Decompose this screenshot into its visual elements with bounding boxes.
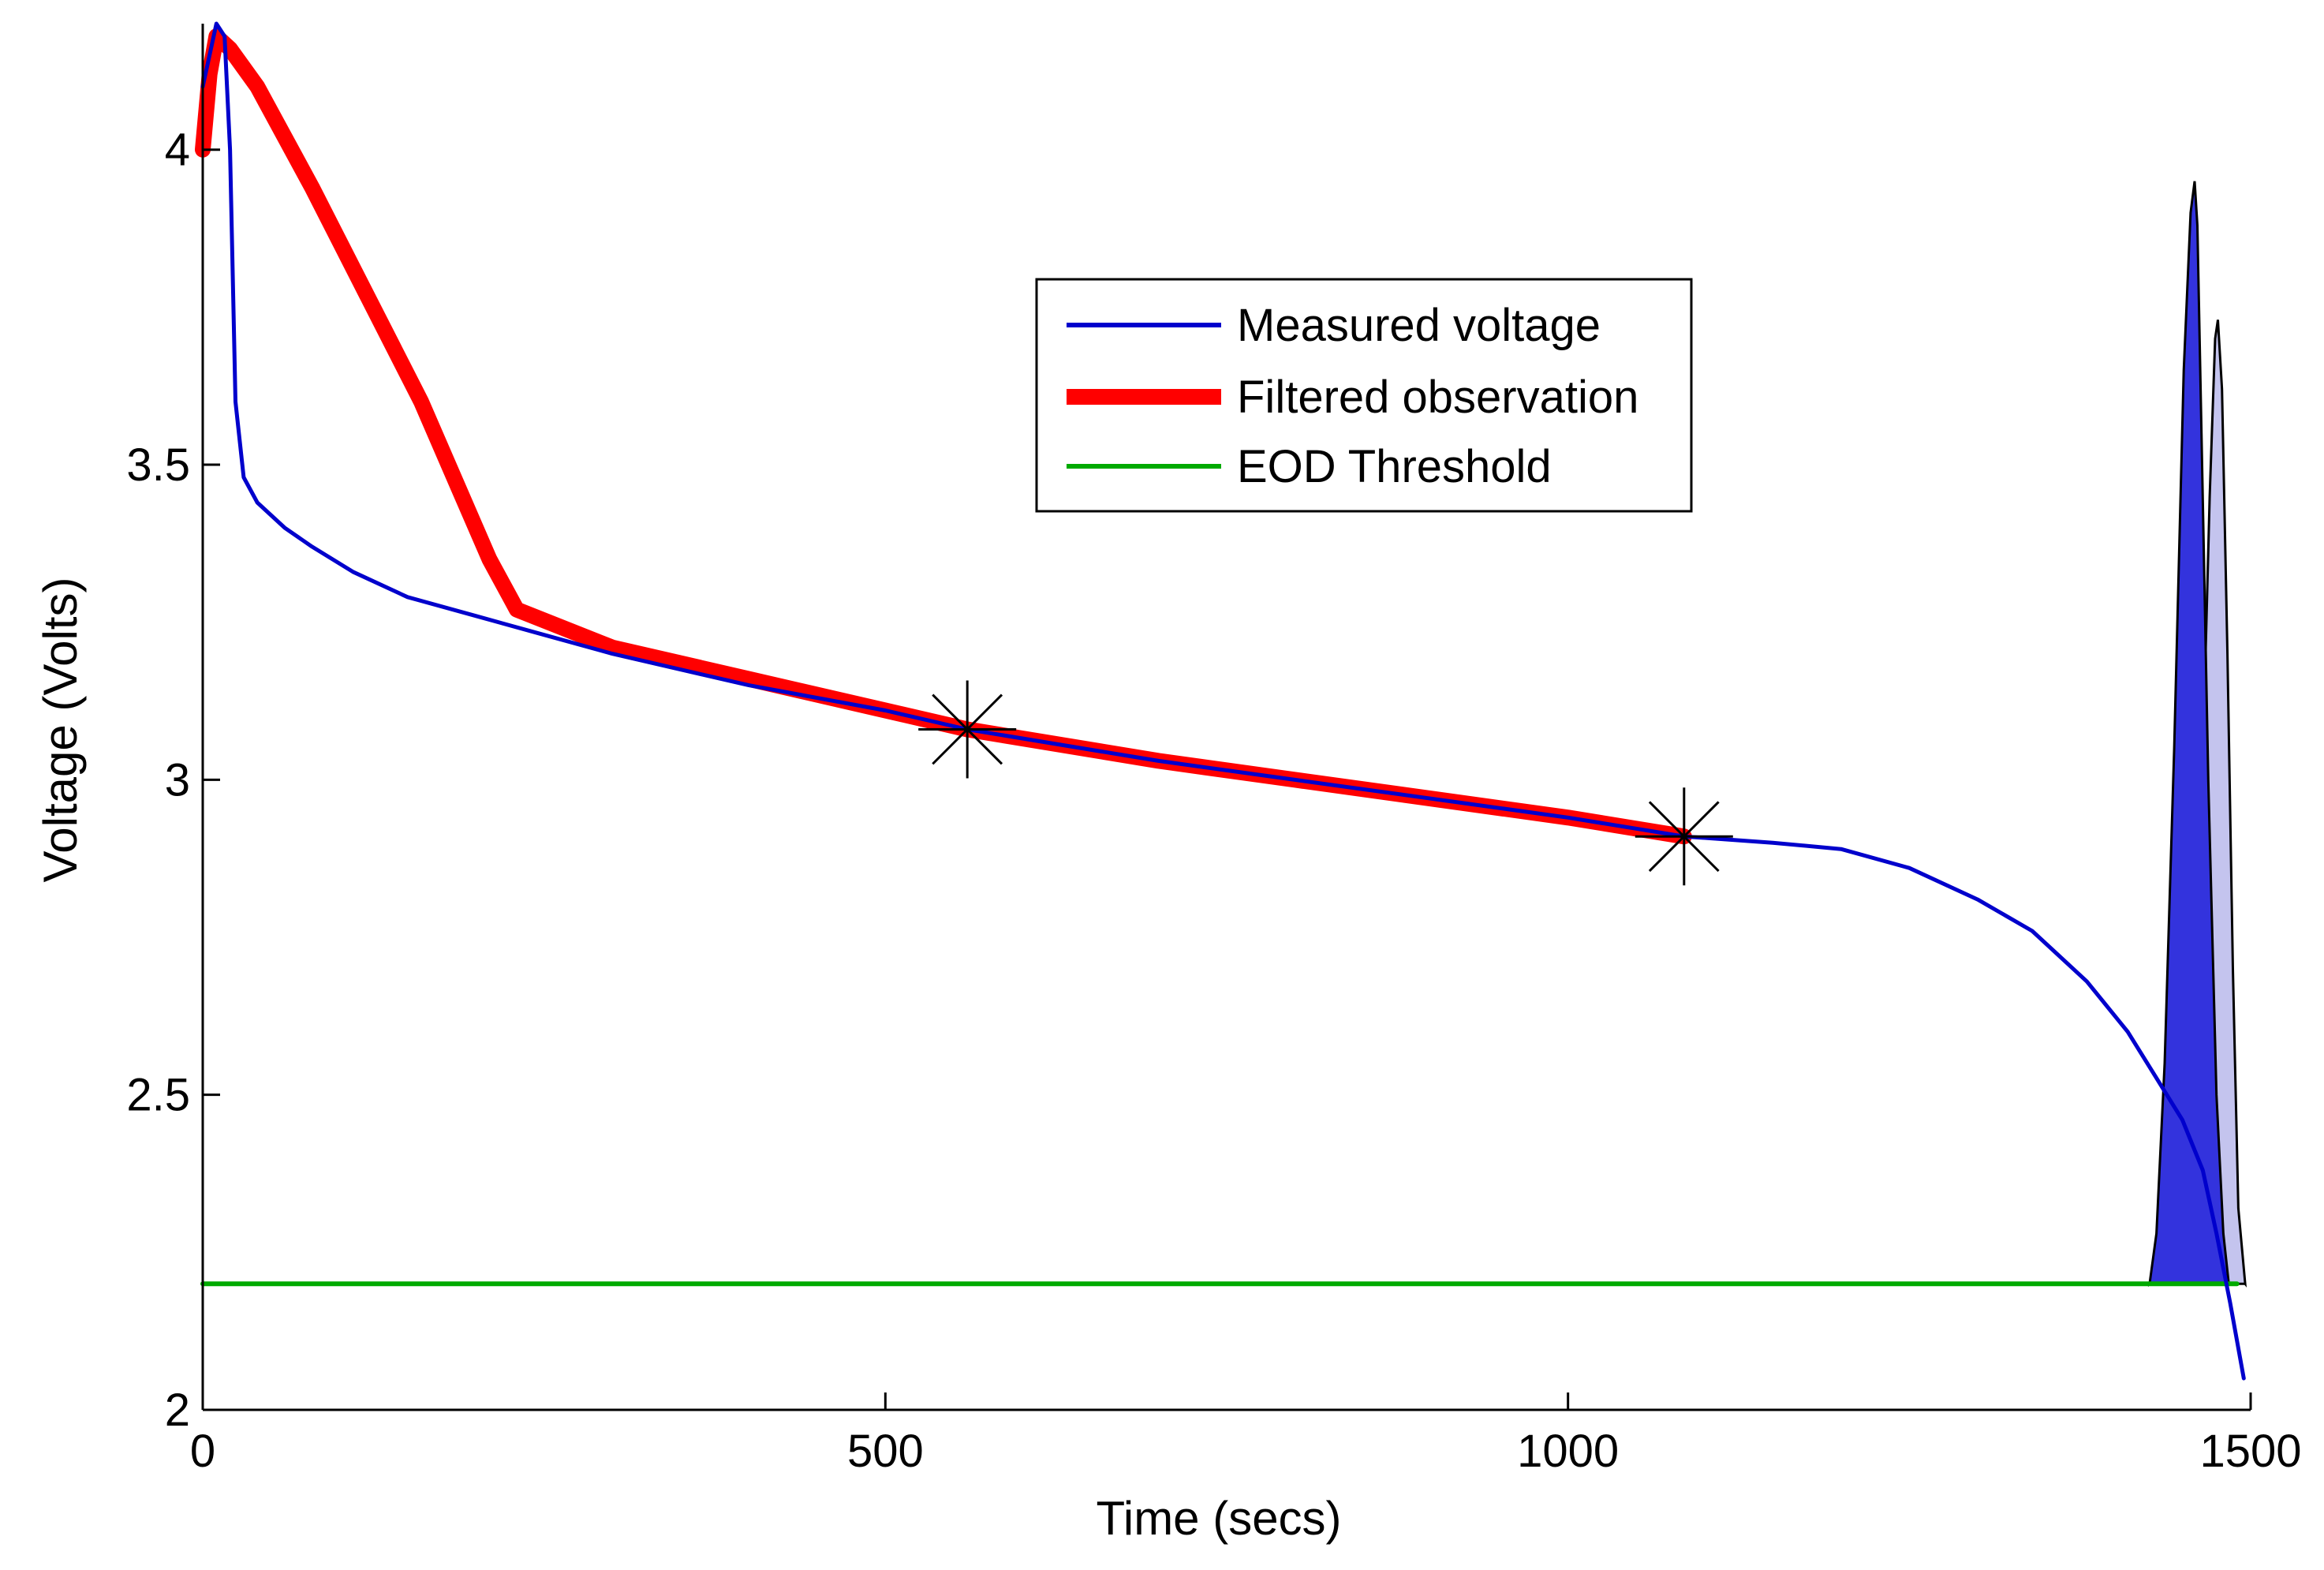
x-tick-label: 500 <box>847 1426 924 1477</box>
y-axis-title: Voltage (Volts) <box>34 578 87 883</box>
marker-layer <box>918 680 1733 886</box>
distribution-layer <box>2147 181 2247 1288</box>
x-axis-title: Time (secs) <box>1096 1492 1341 1545</box>
axes: 0 500 1000 1500 2 2.5 3 3.5 4 <box>126 24 2302 1477</box>
series-layer <box>195 21 2246 1381</box>
x-tick-label: 0 <box>190 1426 215 1477</box>
y-tick-label: 3 <box>165 754 190 806</box>
eol-distribution-1 <box>2147 181 2231 1288</box>
y-tick-label: 2 <box>165 1385 190 1436</box>
x-tick-label: 1000 <box>1517 1426 1619 1477</box>
x-tick-label: 1500 <box>2199 1426 2301 1477</box>
prediction-point-1-stroke <box>932 693 1003 765</box>
legend: Measured voltage Filtered observation EO… <box>1035 278 1693 513</box>
series-line-measured-voltage <box>200 21 2246 1381</box>
y-tick-label: 3.5 <box>126 439 190 491</box>
legend-label-filtered: Filtered observation <box>1237 372 1638 423</box>
y-tick-label: 2.5 <box>126 1070 190 1121</box>
legend-label-eod: EOD Threshold <box>1237 441 1552 492</box>
legend-label-measured: Measured voltage <box>1237 300 1601 351</box>
prediction-point-2 <box>1635 787 1733 886</box>
y-tick-label: 4 <box>165 125 190 176</box>
prediction-point-2-stroke <box>1648 801 1720 873</box>
prediction-point-1 <box>918 680 1017 779</box>
